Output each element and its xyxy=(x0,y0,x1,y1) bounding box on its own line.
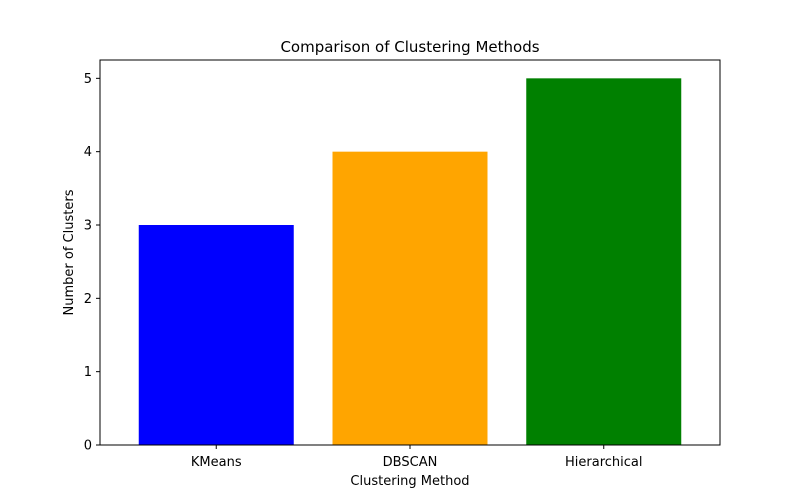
y-tick-label: 4 xyxy=(84,145,92,160)
chart-title: Comparison of Clustering Methods xyxy=(280,38,539,56)
x-tick-label: DBSCAN xyxy=(383,455,438,470)
x-tick-label: KMeans xyxy=(191,455,242,470)
x-axis-ticks: KMeans DBSCAN Hierarchical xyxy=(191,445,642,470)
y-tick-label: 1 xyxy=(84,365,92,380)
plot-frame xyxy=(99,59,721,446)
y-tick-label: 5 xyxy=(84,72,92,87)
x-tick-label: Hierarchical xyxy=(565,455,642,470)
y-tick-label: 3 xyxy=(84,219,92,234)
bar-kmeans xyxy=(138,225,294,445)
bar-hierarchical xyxy=(526,78,682,445)
x-axis-label: Clustering Method xyxy=(350,474,469,489)
y-axis-label: Number of Clusters xyxy=(62,189,77,315)
y-axis-ticks: 0 1 2 3 4 5 xyxy=(84,72,100,454)
y-tick-label: 2 xyxy=(84,292,92,307)
bar-dbscan xyxy=(332,151,488,445)
bars-group xyxy=(138,78,682,445)
y-tick-label: 0 xyxy=(84,439,92,454)
